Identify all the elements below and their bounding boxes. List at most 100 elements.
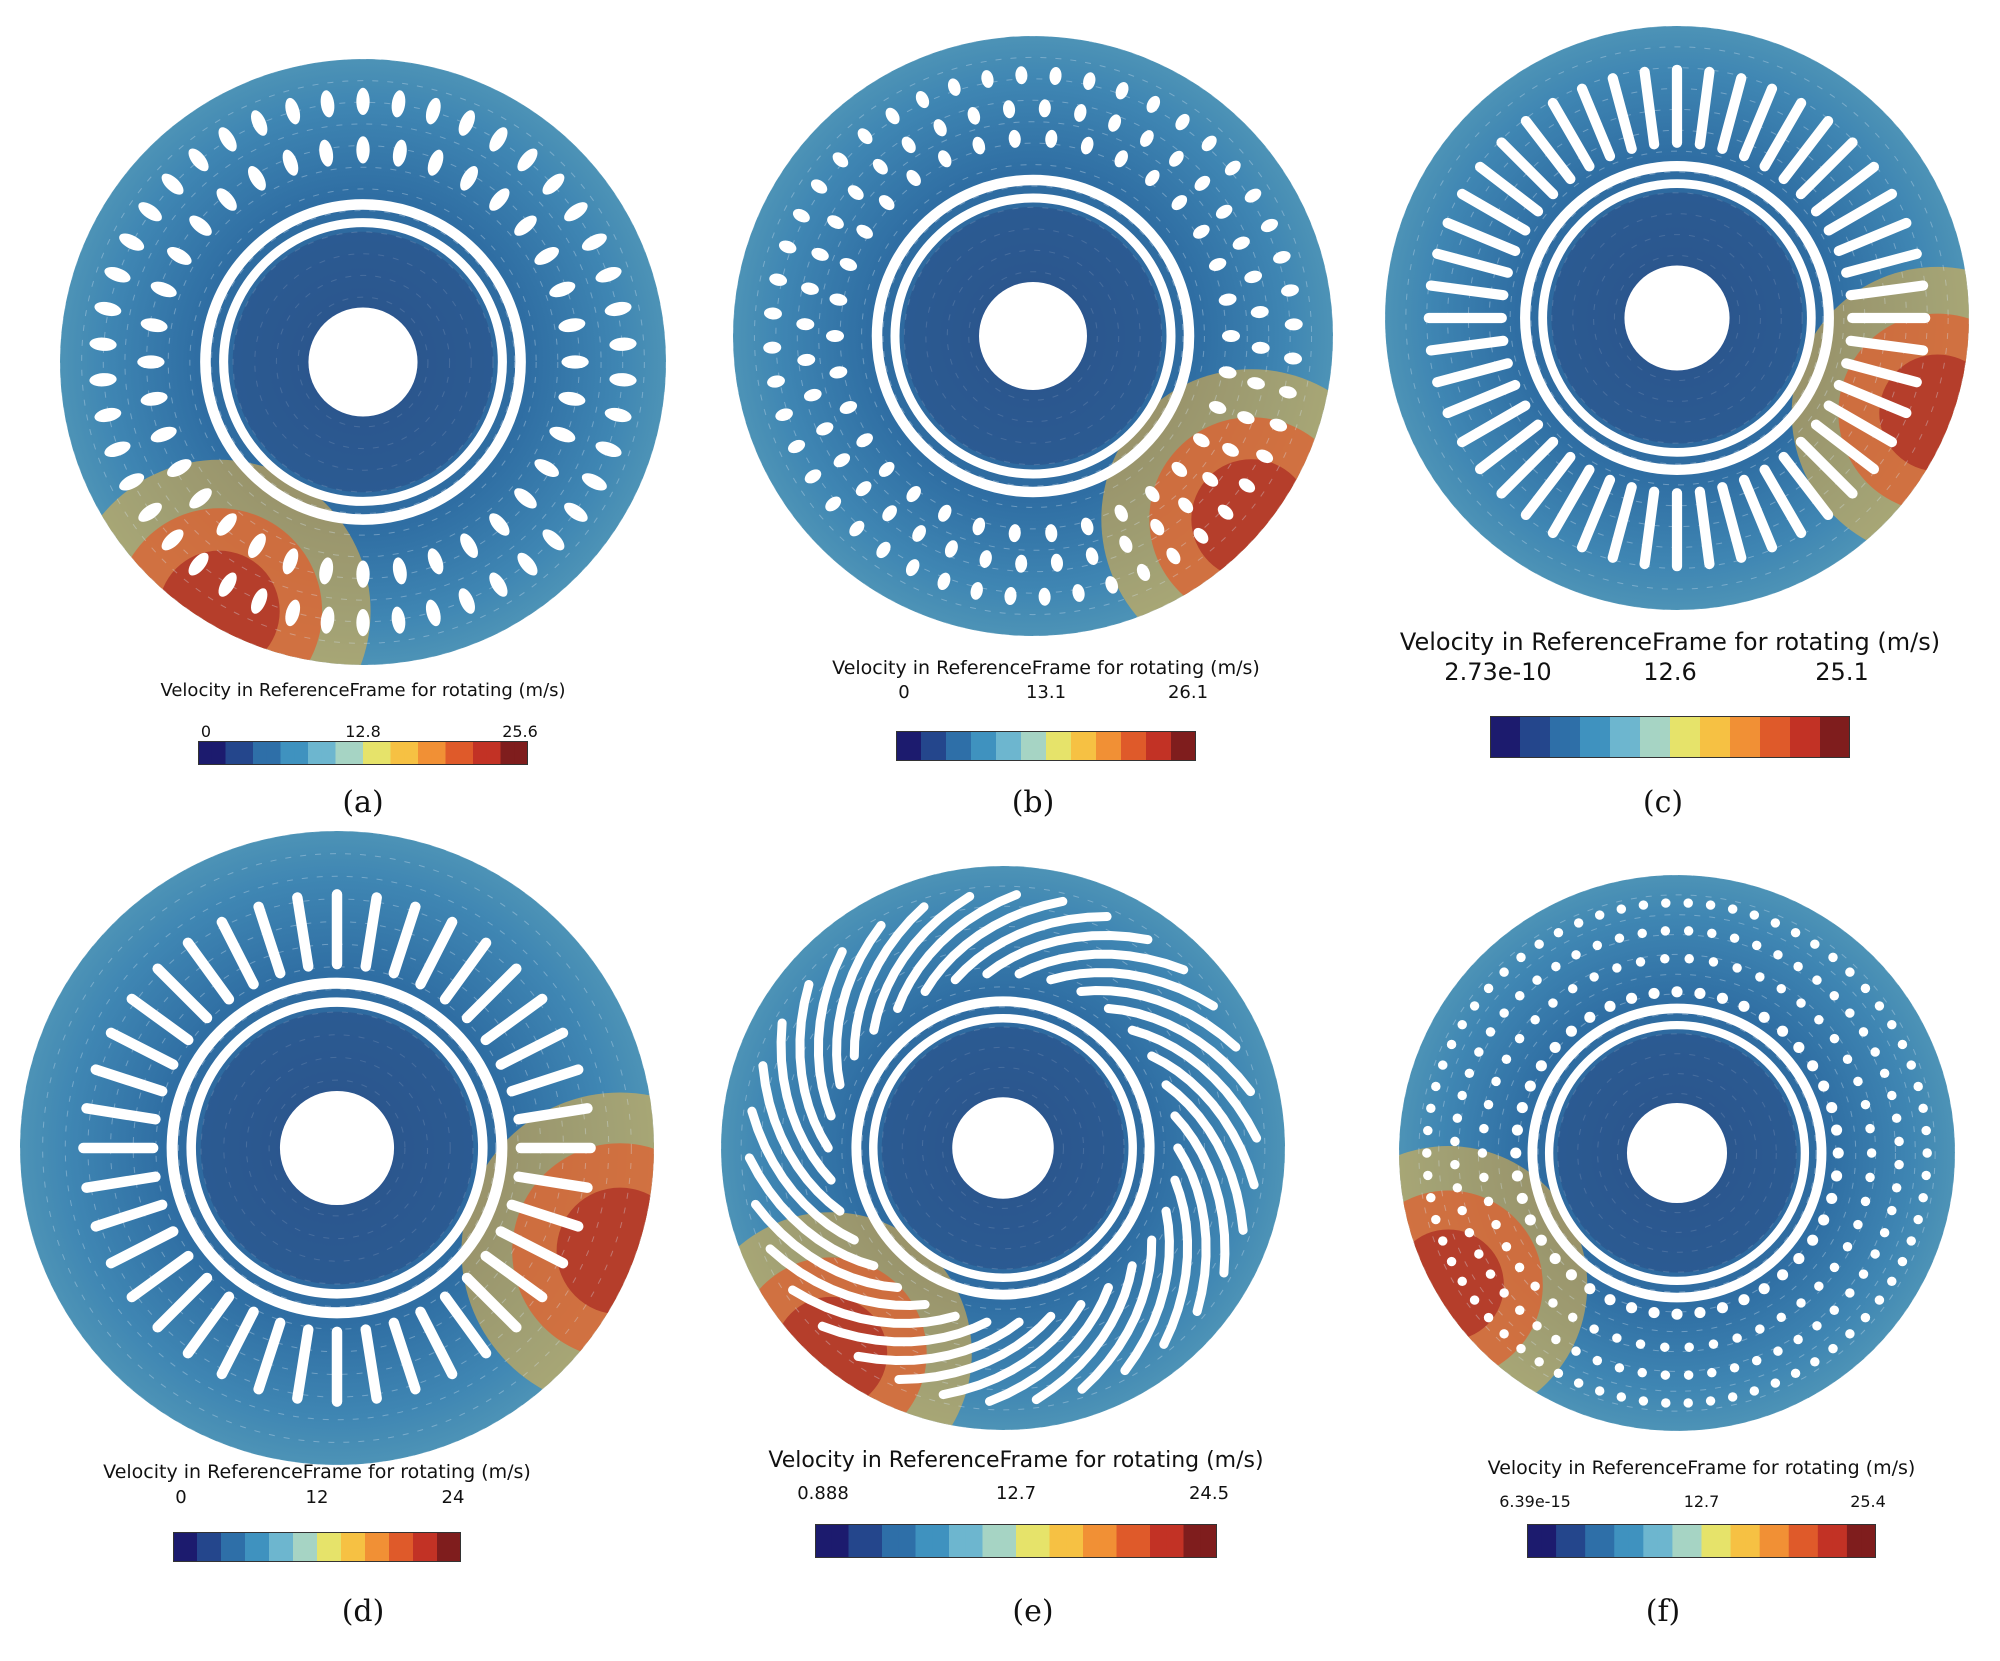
colorbar-tick-f-0: 6.39e-15 [1499,1492,1571,1511]
air-gap-ring [851,996,1155,1300]
rotor-bar [1576,83,1616,162]
rotor-hole [1114,150,1128,168]
rotor-hole [1828,1343,1838,1354]
rotor-blade [744,1153,879,1271]
rotor-hole [1810,939,1820,949]
colorbar-title-b: Velocity in ReferenceFrame for rotating … [832,657,1260,679]
rotor-hole [769,273,788,286]
rotor-slot [104,441,131,458]
rotor-hole [1491,1219,1501,1230]
colorbar-swatch [1625,716,1641,758]
rotor-hole [1534,939,1544,949]
colorbar-f [1527,1524,1876,1558]
rotor-slot [89,337,117,351]
rotor-hole [1553,1368,1564,1379]
rotor-hole [1450,1159,1460,1170]
rotor-blade [813,947,847,1121]
rotor-bar [1496,137,1559,200]
colorbar-swatch [198,741,213,765]
rotor-hole [981,70,994,88]
colorbar-swatch [1570,1524,1586,1558]
rotor-hole [1790,1368,1801,1379]
rotor-hole [1829,1305,1839,1315]
rotor-blade [950,911,1112,985]
rotor-slot [188,552,209,576]
rotor-hole [1201,135,1217,152]
colorbar-swatch [363,741,378,765]
rotor-u-slot [182,937,235,1005]
rotor-hole [832,152,849,168]
rotor-hole [1516,1192,1528,1204]
rotor-slot [564,502,588,522]
rotor-hole [1683,1398,1693,1408]
colorbar-swatch [349,741,364,765]
rotor-blade [869,891,975,1035]
rotor-blade [1014,949,1189,979]
rotor-hole [1452,1183,1463,1193]
rotor-hole [1749,1386,1760,1396]
colorbar-tick-d-0: 0 [175,1487,187,1508]
colorbar-swatch [1700,716,1716,758]
velocity-field-disk-f [1399,875,1955,1431]
rotor-hole [1571,1346,1581,1356]
rotor-slot [251,110,268,136]
rotor-hole [1008,129,1021,148]
colorbar-swatch [1614,1524,1630,1558]
rotor-hole [796,318,815,331]
colorbar-swatch [1760,716,1776,758]
colorbar-swatch [865,1524,883,1558]
colorbar-swatch [1610,716,1626,758]
colorbar-swatch [1832,1524,1848,1558]
rotor-u-slot [126,993,194,1046]
rotor-bar [1795,436,1858,499]
rotor-hole [1457,1276,1467,1287]
colorbar-swatch [1595,716,1611,758]
rotor-slot [489,513,510,536]
colorbar-swatch [376,741,391,765]
rotor-slot [251,588,268,614]
rotor-slot [534,459,559,477]
colorbar-swatch [1046,731,1059,761]
colorbar-title-d: Velocity in ReferenceFrame for rotating … [103,1461,531,1483]
colorbar-swatch [983,731,997,761]
colorbar-tick-b-1: 13.1 [1025,682,1067,703]
colorbar-swatch [1083,731,1097,761]
colorbar-swatch [848,1524,866,1558]
rotor-hole [1777,1269,1789,1281]
colorbar-swatch [173,1532,186,1562]
rotor-u-slot [513,1171,593,1193]
colorbar-swatch [1745,1524,1761,1558]
rotor-slot [427,548,444,575]
rotor-hole [1671,1308,1683,1320]
rotor-hole [856,224,873,239]
rotor-hole [972,517,986,536]
colorbar-swatch [1672,1524,1688,1558]
rotor-bar [1778,115,1834,185]
rotor-hole [1171,195,1188,211]
rotor-hole [1860,983,1871,994]
rotor-blade [1159,1175,1193,1349]
rotor-hole [933,119,947,137]
rotor-slot [167,247,192,265]
rotor-hole [1612,1333,1622,1343]
colorbar-swatch [1846,1524,1862,1558]
colorbar-swatch [971,731,984,761]
colorbar-swatch [1146,731,1159,761]
rotor-hole [1501,1054,1512,1064]
rotor-hole [1565,1269,1577,1281]
panel-caption-c: (c) [1642,785,1684,820]
rotor-hole [1193,224,1210,239]
rotor-hole [901,136,916,154]
rotor-hole [1749,910,1760,920]
rotor-bar [1456,188,1531,236]
rotor-hole [1616,904,1627,914]
rotor-hole [1604,1000,1616,1012]
colorbar-swatch [1150,1524,1168,1558]
rotor-slot [425,97,441,125]
colorbar-tick-c-2: 25.1 [1815,658,1869,686]
colorbar-swatch [445,741,460,765]
rotor-hole [1171,461,1188,477]
rotor-bar [1759,97,1807,172]
rotor-hole [1269,418,1288,432]
rotor-hole [876,541,891,559]
